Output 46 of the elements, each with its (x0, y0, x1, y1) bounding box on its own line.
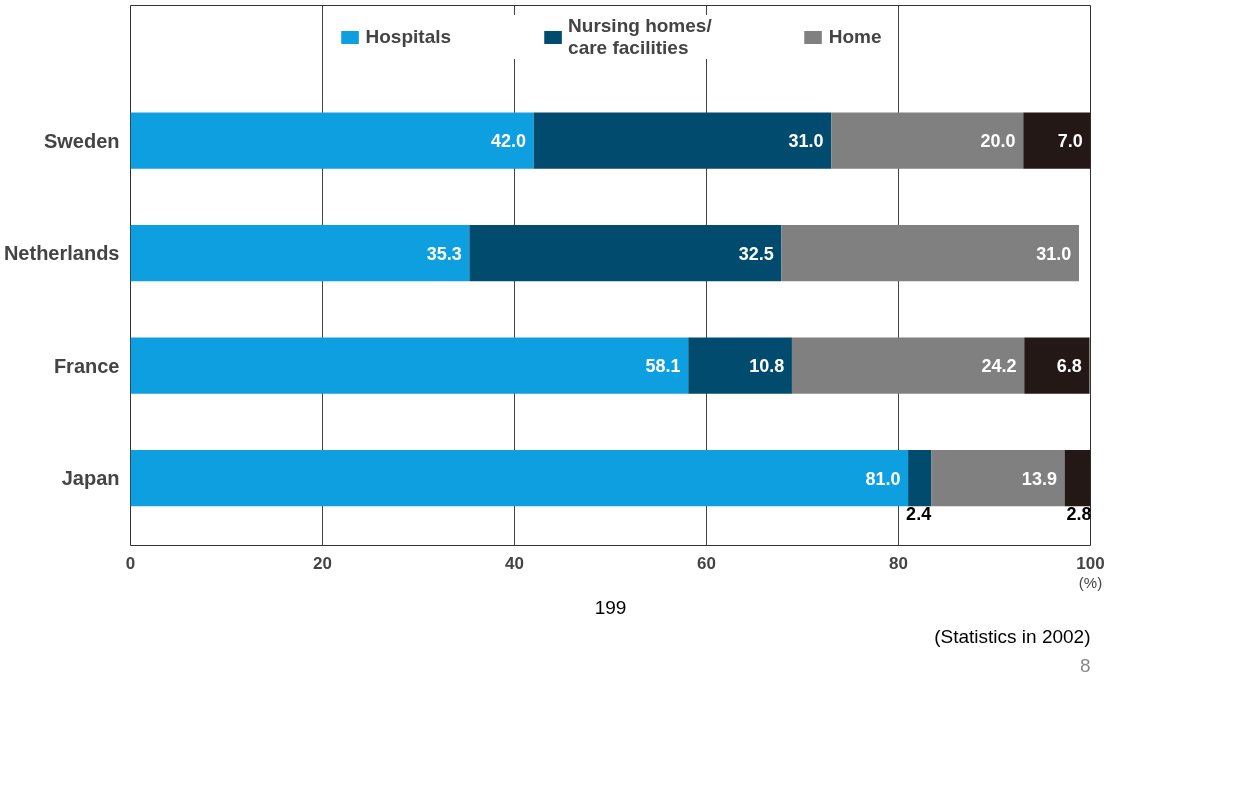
bar (130, 112, 534, 169)
x-tick-label: 100 (1076, 553, 1105, 573)
x-axis-title: (%) (1078, 573, 1103, 591)
data-label: 42.0 (490, 131, 527, 151)
x-tick-label: 20 (313, 553, 332, 573)
bar (533, 112, 832, 169)
bar (130, 449, 909, 507)
data-label: 7.0 (1057, 131, 1083, 151)
bar (130, 337, 689, 394)
data-label: 35.3 (426, 243, 462, 264)
y-tick-label: France (53, 354, 120, 377)
bar (1064, 449, 1091, 507)
data-label: 13.9 (1021, 468, 1057, 489)
data-label: 20.0 (980, 131, 1016, 151)
bar (931, 449, 1065, 507)
data-label: 2.4 (906, 504, 932, 525)
data-label: 32.5 (738, 243, 774, 264)
data-label: 6.8 (1056, 356, 1082, 376)
bar (908, 449, 932, 507)
legend-label: Nursing homes/ care facilities (568, 15, 712, 59)
data-label: 81.0 (865, 468, 901, 489)
text: 8 (1079, 654, 1091, 676)
text: 199 (594, 596, 627, 618)
bar (130, 224, 470, 282)
data-label: 31.0 (788, 131, 824, 151)
legend-label: Home (828, 26, 882, 48)
bar (781, 224, 1079, 282)
bar (688, 337, 792, 394)
data-label: 31.0 (1036, 243, 1072, 264)
y-tick-label: Japan (61, 467, 120, 489)
bar (791, 337, 1025, 394)
x-tick-label: 80 (889, 553, 908, 573)
legend-label: Hospitals (365, 26, 452, 48)
bar (1024, 337, 1090, 394)
text: (Statistics in 2002) (934, 625, 1091, 647)
data-label: 58.1 (645, 356, 681, 376)
data-label: 10.8 (749, 356, 785, 376)
x-tick-label: 40 (505, 553, 524, 573)
data-label: 24.2 (981, 356, 1017, 376)
x-tick-label: 60 (697, 553, 716, 573)
y-tick-label: Sweden (43, 129, 120, 152)
x-tick-label: 0 (125, 553, 136, 573)
bar (469, 224, 782, 282)
bar (831, 112, 1024, 169)
bar (1023, 112, 1091, 169)
y-tick-label: Netherlands (3, 242, 120, 264)
